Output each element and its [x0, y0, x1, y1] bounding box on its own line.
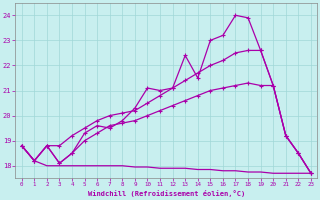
X-axis label: Windchill (Refroidissement éolien,°C): Windchill (Refroidissement éolien,°C)	[88, 190, 245, 197]
